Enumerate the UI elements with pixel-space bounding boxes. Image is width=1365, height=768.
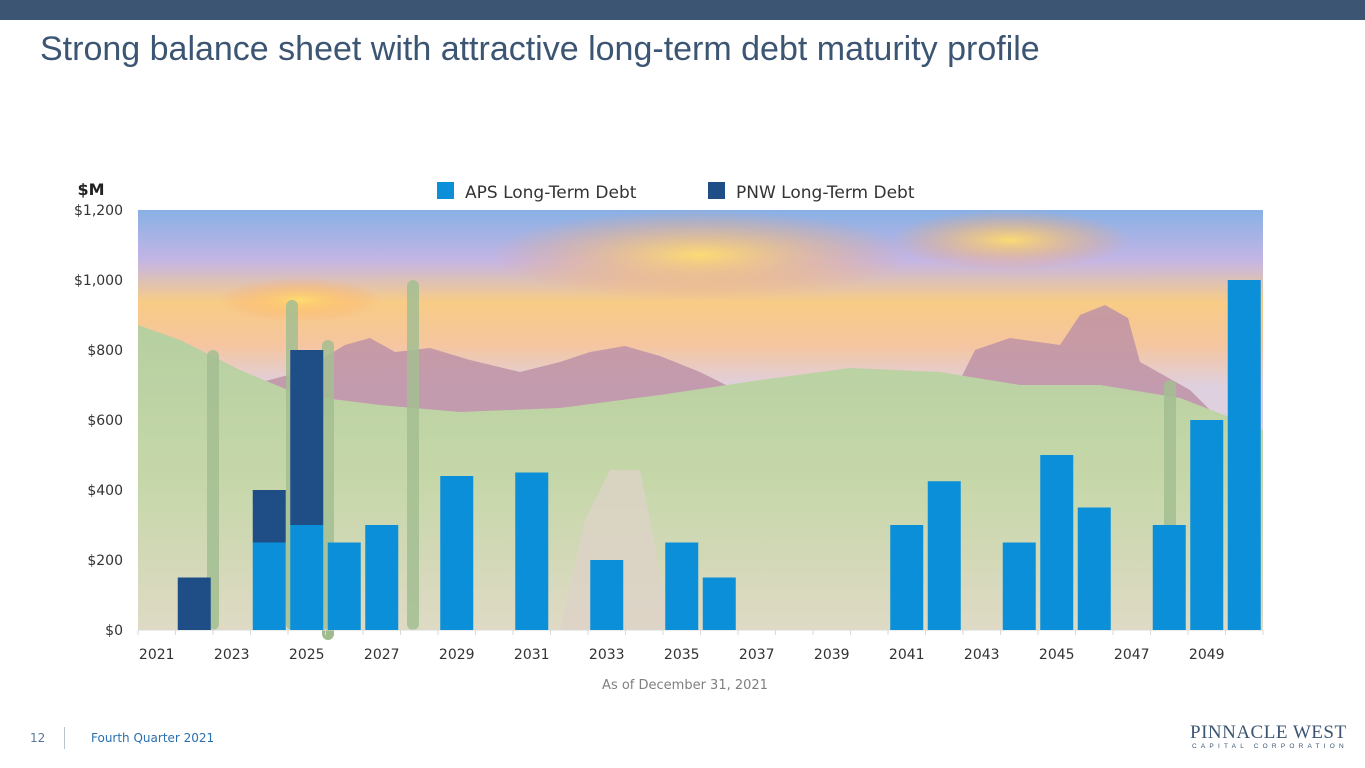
sunset-glow	[890, 210, 1130, 270]
y-tick-label: $800	[87, 343, 123, 359]
bar-aps-2049	[1190, 420, 1224, 630]
y-tick-label: $1,000	[74, 273, 123, 289]
x-tick-label: 2029	[439, 647, 475, 663]
desert-hillside	[138, 325, 1263, 630]
x-tick-label: 2027	[364, 647, 400, 663]
x-tick-label: 2033	[589, 647, 625, 663]
bar-aps-2045	[1040, 455, 1074, 630]
x-tick-label: 2049	[1189, 647, 1225, 663]
bar-aps-2033	[590, 560, 624, 630]
bar-aps-2027	[365, 525, 399, 630]
x-tick-label: 2023	[214, 647, 250, 663]
bars	[177, 280, 1261, 630]
x-tick-label: 2041	[889, 647, 925, 663]
photo-wash	[138, 210, 1263, 630]
bar-pnw-2024	[252, 490, 286, 543]
bar-aps-2029	[440, 476, 474, 630]
y-tick-label: $600	[87, 413, 123, 429]
x-tick-label: 2025	[289, 647, 325, 663]
bar-pnw-2025	[290, 350, 324, 525]
legend-swatch	[708, 182, 725, 199]
bar-aps-2024	[252, 542, 286, 630]
footer-divider	[64, 727, 65, 749]
x-tick-label: 2039	[814, 647, 850, 663]
bar-aps-2025	[290, 525, 324, 630]
bar-aps-2041	[890, 525, 924, 630]
y-tick-label: $0	[105, 623, 123, 639]
bar-aps-2026	[327, 542, 361, 630]
legend-label: APS Long-Term Debt	[465, 183, 637, 203]
axes: $0 $200 $400 $600 $800 $1,000 $1,200 2021 2023 20…	[74, 203, 1264, 663]
y-tick-label: $200	[87, 553, 123, 569]
as-of-note: As of December 31, 2021	[602, 678, 768, 693]
logo-subline: CAPITAL CORPORATION	[1192, 743, 1348, 750]
sunset-glow	[220, 278, 380, 322]
x-tick-label: 2031	[514, 647, 550, 663]
bar-aps-2046	[1077, 507, 1111, 630]
bar-aps-2044	[1002, 542, 1036, 630]
pinnacle-west-logo: PINNACLE WEST CAPITAL CORPORATION	[1190, 722, 1347, 752]
saguaro-cactus	[407, 280, 419, 630]
saguaro-cactus	[207, 350, 219, 630]
bar-aps-2050	[1227, 280, 1261, 630]
y-tick-label: $1,200	[74, 203, 123, 219]
legend-label: PNW Long-Term Debt	[736, 183, 915, 203]
bar-aps-2031	[515, 472, 549, 630]
x-tick-label: 2021	[139, 647, 175, 663]
footer-label: Fourth Quarter 2021	[91, 731, 215, 745]
legend-swatch	[437, 182, 454, 199]
sunset-glow	[490, 210, 910, 300]
desert-trail	[560, 470, 670, 630]
bar-aps-2042	[927, 481, 961, 630]
x-tick-label: 2037	[739, 647, 775, 663]
slide-title: Strong balance sheet with attractive lon…	[40, 30, 1040, 68]
page-number: 12	[30, 731, 46, 745]
top-accent-bar	[0, 0, 1365, 20]
bar-aps-2036	[702, 577, 736, 630]
logo-wordmark: PINNACLE WEST	[1190, 722, 1347, 743]
x-tick-label: 2047	[1114, 647, 1150, 663]
y-axis-label: $M	[77, 180, 104, 199]
x-tick-label: 2045	[1039, 647, 1075, 663]
bar-aps-2035	[665, 542, 699, 630]
bar-pnw-2022	[177, 577, 211, 630]
bar-aps-2048	[1152, 525, 1186, 630]
legend: APS Long-Term Debt PNW Long-Term Debt	[437, 182, 915, 203]
y-tick-label: $400	[87, 483, 123, 499]
x-tick-label: 2035	[664, 647, 700, 663]
x-tick-label: 2043	[964, 647, 1000, 663]
